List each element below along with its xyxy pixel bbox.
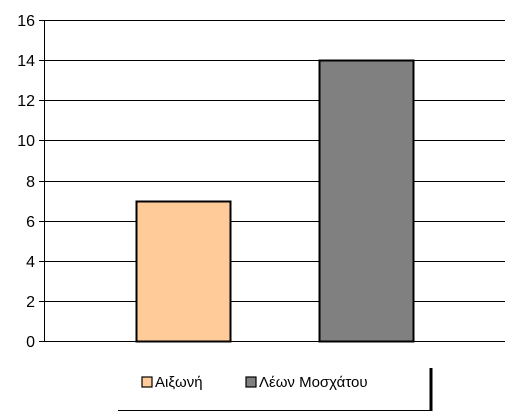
bar-2 <box>318 59 415 343</box>
y-tick-labels: 0 2 4 6 8 10 12 14 16 <box>17 13 35 351</box>
y-tick-label-8: 8 <box>26 174 35 191</box>
legend-label-1: Αιξωνή <box>155 374 203 391</box>
y-tick-label-0: 0 <box>26 334 35 351</box>
legend-swatch-2 <box>245 376 257 388</box>
legend: Αιξωνή Λέων Μοσχάτου <box>118 368 433 411</box>
y-tick-label-6: 6 <box>26 214 35 231</box>
y-tick-label-16: 16 <box>17 13 35 30</box>
legend-label-2: Λέων Μοσχάτου <box>259 374 368 391</box>
y-tick-label-14: 14 <box>17 53 35 70</box>
y-tick-label-2: 2 <box>26 294 35 311</box>
y-tick-label-4: 4 <box>26 254 35 271</box>
bar-1 <box>135 200 232 343</box>
y-tick-label-10: 10 <box>17 133 35 150</box>
bars <box>135 59 415 343</box>
axes <box>39 20 505 342</box>
y-tick-label-12: 12 <box>17 93 35 110</box>
legend-swatch-1 <box>141 376 153 388</box>
gridlines <box>44 20 505 302</box>
